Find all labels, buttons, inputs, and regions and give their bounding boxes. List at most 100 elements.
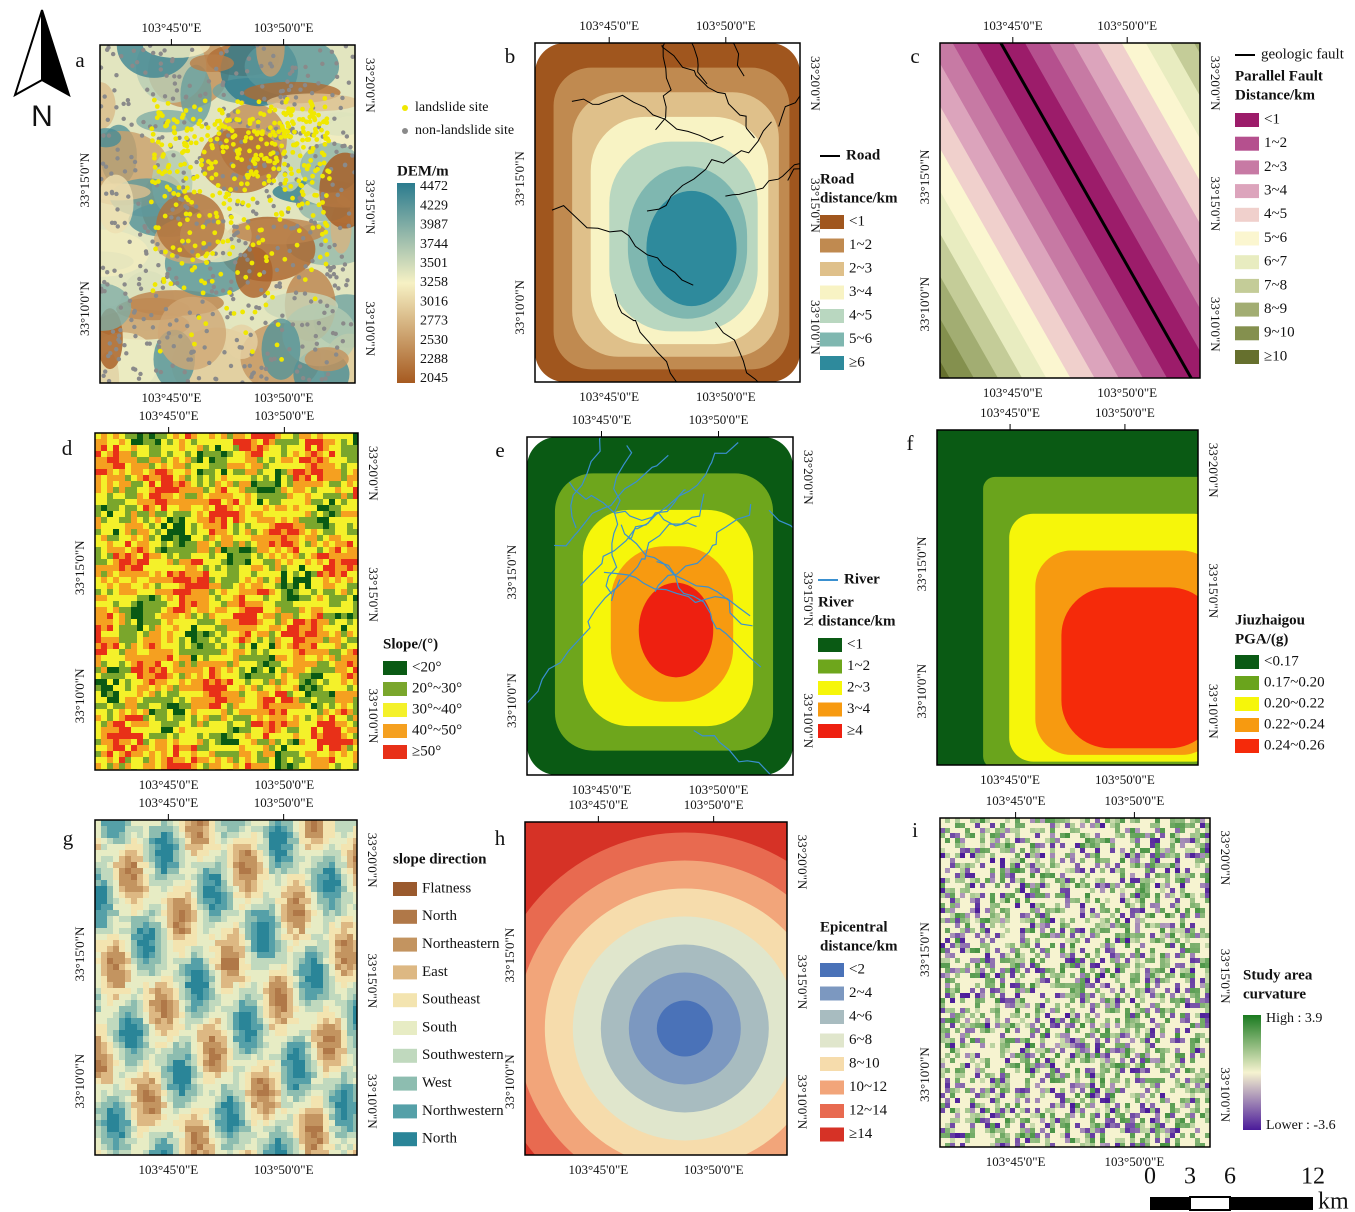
map-cell	[173, 475, 180, 482]
map-cell	[203, 493, 210, 500]
map-cell	[149, 874, 156, 881]
map-cell	[203, 499, 210, 506]
map-cell	[227, 607, 234, 614]
map-cell	[257, 433, 264, 440]
map-cell	[317, 934, 324, 941]
map-cell	[305, 523, 312, 530]
landslide-dot	[163, 169, 168, 174]
map-cell	[293, 727, 300, 734]
map-cell	[197, 874, 204, 881]
map-cell	[311, 523, 318, 530]
map-cell	[149, 703, 156, 710]
map-cell	[101, 826, 108, 833]
map-cell	[263, 637, 270, 644]
landslide-dot	[216, 220, 221, 225]
map-cell	[125, 691, 132, 698]
map-cell	[185, 625, 192, 632]
map-cell	[161, 757, 168, 764]
map-cell	[197, 433, 204, 440]
legend: RiverRiverdistance/km<11~22~33~4≥4	[818, 571, 896, 738]
non-landslide-dot	[330, 93, 334, 97]
map-cell	[287, 970, 294, 977]
map-cell	[131, 685, 138, 692]
map-cell	[239, 898, 246, 905]
map-cell	[233, 601, 240, 608]
map-cell	[119, 874, 126, 881]
landslide-dot	[227, 198, 232, 203]
map-cell	[113, 976, 120, 983]
non-landslide-dot	[237, 238, 241, 242]
non-landslide-dot	[104, 165, 108, 169]
map-cell	[311, 739, 318, 746]
non-landslide-dot	[137, 376, 141, 380]
map-cell	[149, 697, 156, 704]
map-cell	[227, 862, 234, 869]
gradient-label: 2530	[420, 333, 448, 348]
landslide-dot	[166, 101, 171, 106]
map-cell	[155, 910, 162, 917]
map-cell	[263, 838, 270, 845]
map-cell	[299, 475, 306, 482]
map-cell	[191, 469, 198, 476]
map-cell	[305, 679, 312, 686]
map-cell	[335, 880, 342, 887]
legend-swatch	[1235, 113, 1259, 127]
scale-bar: 0 3 6 12 km	[1144, 1164, 1349, 1212]
map-cell	[287, 832, 294, 839]
map-cell	[101, 577, 108, 584]
map-cell	[221, 625, 228, 632]
map-cell	[137, 946, 144, 953]
map-cell	[257, 928, 264, 935]
map-cell	[101, 745, 108, 752]
north-arrow-left	[15, 10, 42, 95]
map-cell	[137, 880, 144, 887]
map-cell	[251, 874, 258, 881]
map-cell	[95, 433, 102, 440]
map-cell	[119, 727, 126, 734]
map-cell	[143, 709, 150, 716]
map-cell	[293, 745, 300, 752]
non-landslide-dot	[240, 345, 244, 349]
map-cell	[143, 826, 150, 833]
map-cell	[233, 697, 240, 704]
map-cell	[173, 751, 180, 758]
non-landslide-dot	[126, 194, 130, 198]
map-cell	[257, 523, 264, 530]
map-cell	[335, 577, 342, 584]
map-cell	[179, 667, 186, 674]
map-cell	[263, 601, 270, 608]
map-cell	[281, 667, 288, 674]
map-cell	[149, 850, 156, 857]
map-cell	[197, 571, 204, 578]
map-cell	[137, 553, 144, 560]
map-cell	[257, 727, 264, 734]
landslide-dot	[268, 198, 273, 203]
map-cell	[101, 451, 108, 458]
map-cell	[191, 571, 198, 578]
map-cell	[257, 751, 264, 758]
map-cell	[227, 661, 234, 668]
non-landslide-dot	[226, 133, 230, 137]
map-cell	[239, 481, 246, 488]
map-cell	[113, 844, 120, 851]
map-cell	[317, 946, 324, 953]
map-cell	[269, 661, 276, 668]
map-cell	[203, 874, 210, 881]
map-cell	[119, 655, 126, 662]
map-cell	[317, 868, 324, 875]
map-cell	[155, 862, 162, 869]
map-cell	[329, 898, 336, 905]
map-cell	[299, 874, 306, 881]
map-cell	[275, 577, 282, 584]
map-cell	[293, 451, 300, 458]
map-cell	[131, 463, 138, 470]
map-cell	[95, 589, 102, 596]
map-cell	[305, 727, 312, 734]
map-cell	[167, 559, 174, 566]
bottom-coord: 103°50'0"E	[254, 390, 314, 405]
map-cell	[245, 838, 252, 845]
map-cell	[329, 517, 336, 524]
map-cell	[197, 958, 204, 965]
non-landslide-dot	[167, 331, 171, 335]
legend-swatch	[1235, 655, 1259, 669]
